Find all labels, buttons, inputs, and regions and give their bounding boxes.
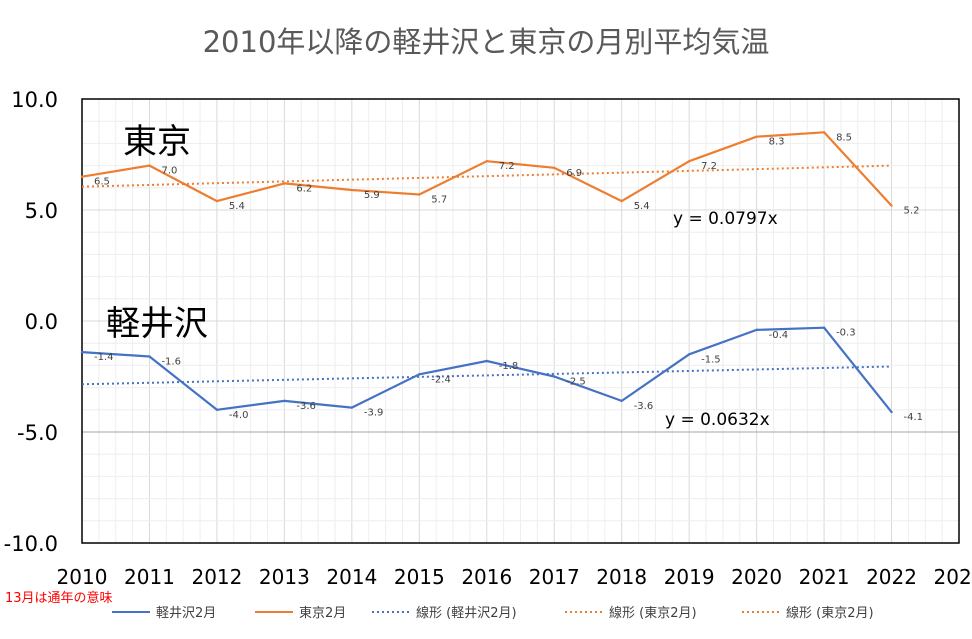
data-label: -3.6 <box>296 401 316 412</box>
data-label: 5.2 <box>904 206 920 217</box>
x-tick-label: 2018 <box>596 565 647 589</box>
data-point <box>620 399 623 403</box>
data-point <box>687 159 691 163</box>
data-label: -1.8 <box>499 361 519 372</box>
series-lines <box>80 131 893 414</box>
data-point <box>485 159 488 163</box>
data-point <box>215 408 219 411</box>
legend-entry: 線形 (東京2月) <box>609 605 697 621</box>
x-axis-ticks: 2010 2011 2012 2013 2014 2015 2016 2017 2018 2019… <box>57 565 972 589</box>
legend-entry: 軽井沢2月 <box>156 606 216 621</box>
data-point <box>755 135 758 138</box>
footnote: 13月は通年の意味 <box>5 590 113 606</box>
x-tick-label: 2019 <box>664 565 715 589</box>
data-label: -0.4 <box>769 330 789 341</box>
data-point <box>687 353 691 356</box>
x-tick-label: 2016 <box>461 565 512 589</box>
y-axis-ticks: -10.0 -5.0 0.0 5.0 10.0 <box>4 88 58 556</box>
legend-entry: 線形 (軽井沢2月) <box>416 605 517 621</box>
data-point <box>890 410 893 414</box>
data-label: -1.4 <box>94 352 114 363</box>
data-label: -2.5 <box>566 377 586 388</box>
data-point <box>418 193 421 196</box>
data-label: -3.9 <box>364 408 384 419</box>
y-tick-label: 10.0 <box>11 88 58 112</box>
plot-area-frame <box>81 98 960 544</box>
data-point <box>80 175 84 178</box>
data-point <box>620 199 623 203</box>
legend-entry: 東京2月 <box>299 605 346 621</box>
tokyo-trend-equation: y = 0.0797x <box>673 209 778 229</box>
data-point <box>350 406 354 409</box>
data-point <box>485 359 488 363</box>
data-label: 5.4 <box>634 201 650 212</box>
x-tick-label: 2010 <box>57 565 108 589</box>
data-label: 5.4 <box>229 201 245 212</box>
data-label: 8.3 <box>769 137 785 148</box>
x-tick-label: 2011 <box>124 565 175 589</box>
data-labels: -1.4 -1.6 -4.0 -3.6 -3.9 -2.4 -1.8 -2.5 -3.6 -1.5… <box>94 132 923 423</box>
data-point <box>148 164 151 167</box>
x-tick-label: 2020 <box>731 565 782 589</box>
data-label: -0.3 <box>836 328 856 339</box>
y-tick-label: -5.0 <box>17 421 58 445</box>
data-point <box>553 166 556 170</box>
karuizawa-trend-equation: y = 0.0632x <box>665 410 770 430</box>
data-label: -4.0 <box>229 410 249 421</box>
data-label: -3.6 <box>634 401 654 412</box>
data-label: -1.5 <box>701 354 721 365</box>
data-point <box>418 373 421 376</box>
data-point <box>822 131 826 134</box>
data-label: 7.0 <box>161 166 177 177</box>
x-tick-label: 2023 <box>934 565 972 589</box>
data-label: -1.6 <box>161 357 181 368</box>
data-point <box>148 355 151 358</box>
x-tick-label: 2021 <box>799 565 850 589</box>
x-tick-label: 2014 <box>326 565 377 589</box>
data-label: 5.9 <box>364 190 380 201</box>
x-tick-label: 2012 <box>191 565 242 589</box>
data-point <box>283 182 286 185</box>
legend-entry: 線形 (東京2月) <box>786 605 874 621</box>
data-label: -4.1 <box>904 412 924 423</box>
data-label: 7.2 <box>499 161 515 172</box>
data-point <box>755 328 758 332</box>
y-tick-label: 0.0 <box>25 310 58 334</box>
data-point <box>350 188 354 192</box>
data-point <box>553 375 556 378</box>
data-label: 5.7 <box>431 194 447 205</box>
data-label: 7.2 <box>701 161 717 172</box>
karuizawa-annotation: 軽井沢 <box>106 304 208 344</box>
x-tick-label: 2022 <box>866 565 917 589</box>
grid <box>82 99 959 543</box>
data-point <box>80 350 84 354</box>
x-tick-label: 2015 <box>394 565 445 589</box>
y-tick-label: -10.0 <box>4 532 58 556</box>
data-point <box>215 199 219 203</box>
legend: 軽井沢2月 東京2月 線形 (軽井沢2月) 線形 (東京2月) 線形 (東京2月) <box>112 605 874 621</box>
y-tick-label: 5.0 <box>25 199 58 223</box>
data-label: 6.5 <box>94 177 110 188</box>
chart-title: 2010年以降の軽井沢と東京の月別平均気温 <box>203 25 770 59</box>
data-label: -2.4 <box>431 374 451 385</box>
data-point <box>822 326 826 329</box>
data-label: 6.2 <box>296 183 312 194</box>
data-label: 8.5 <box>836 132 852 143</box>
x-tick-label: 2013 <box>259 565 310 589</box>
data-point <box>283 399 286 403</box>
x-tick-label: 2017 <box>529 565 580 589</box>
data-point <box>890 204 893 207</box>
data-label: 6.9 <box>566 168 582 179</box>
tokyo-annotation: 東京 <box>123 122 191 162</box>
